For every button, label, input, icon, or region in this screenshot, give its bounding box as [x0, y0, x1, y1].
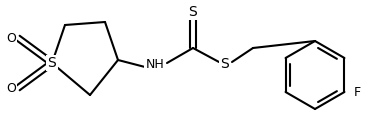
Text: O: O — [6, 32, 16, 44]
Text: S: S — [47, 56, 56, 70]
Text: NH: NH — [145, 58, 164, 72]
Text: O: O — [6, 81, 16, 95]
Text: S: S — [221, 57, 229, 71]
Text: S: S — [189, 5, 198, 19]
Text: F: F — [354, 86, 361, 98]
